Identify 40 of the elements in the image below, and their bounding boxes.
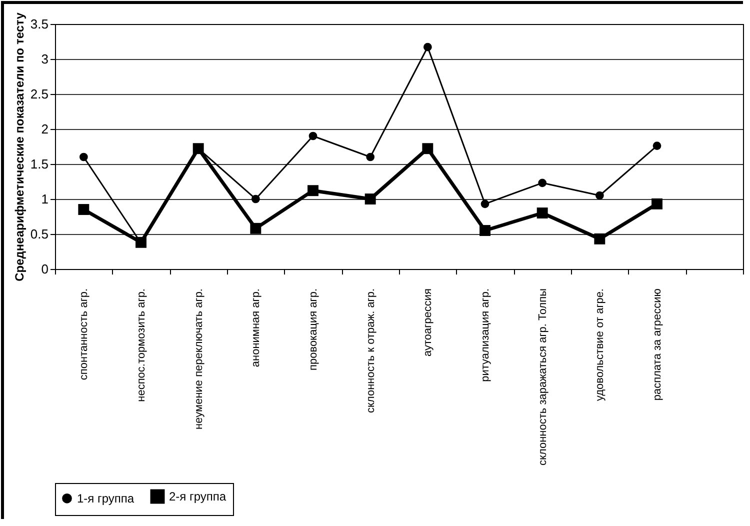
y-tick-label: 1.5	[30, 156, 48, 172]
y-tick-label: 1	[41, 192, 48, 206]
point	[594, 233, 606, 244]
point	[308, 185, 318, 196]
x-tick-label: аутоагрессия	[422, 288, 434, 356]
point	[308, 132, 318, 140]
x-tick-label: провокация агр.	[308, 288, 320, 370]
y-tick-label: 0.5	[30, 226, 48, 242]
point	[595, 191, 604, 200]
point	[423, 42, 432, 52]
x-tick-label: неумение переключать агр.	[192, 288, 205, 430]
point	[480, 225, 490, 236]
y-tick-label: 0	[41, 262, 48, 276]
point	[251, 194, 260, 204]
point	[79, 152, 88, 162]
point	[422, 143, 434, 154]
x-tick-label: удовольствие от агре.	[594, 288, 606, 402]
x-tick-label: склонность заражаться агр. Толпы	[536, 288, 549, 466]
y-axis-title: Среднеарифметические показатели по тесту	[12, 12, 26, 282]
point	[78, 204, 90, 215]
point	[652, 142, 662, 150]
x-tick-label: склонность к отраж. агр.	[364, 288, 377, 413]
point	[536, 208, 548, 218]
point	[366, 152, 375, 162]
point	[538, 178, 547, 188]
y-tick-label: 2.5	[30, 86, 48, 102]
point	[250, 222, 262, 234]
x-tick-label: неспос.тормозить агр.	[136, 288, 148, 402]
point	[480, 200, 490, 208]
legend-label: 1-я группа	[77, 491, 134, 506]
x-tick-label: расплата за агрессию	[652, 288, 664, 401]
point	[652, 198, 662, 210]
x-tick-label: анонимная агр.	[250, 288, 262, 368]
y-tick-label: 3	[41, 52, 48, 66]
legend-label: 2-я группа	[169, 490, 226, 504]
y-tick-label: 3.5	[30, 16, 48, 32]
x-tick-label: спонтанность агр.	[78, 288, 90, 380]
point	[364, 194, 376, 204]
y-tick-label: 2	[41, 122, 48, 136]
x-tick-label: ритуализация агр.	[480, 288, 492, 382]
